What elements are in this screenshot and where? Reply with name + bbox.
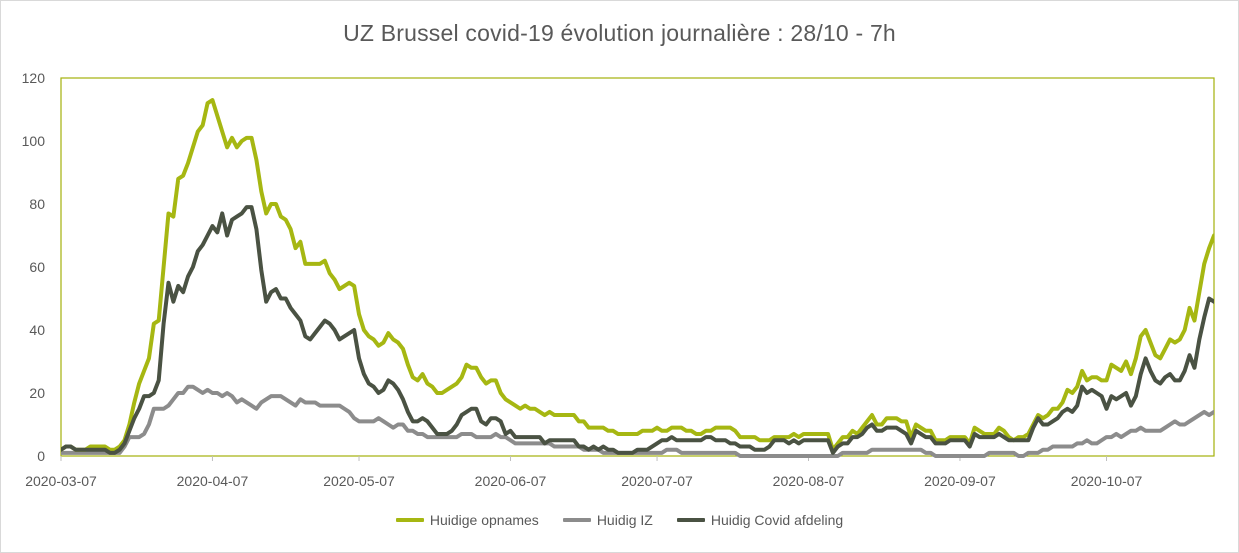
series-line-huidig-covid-afdeling: [61, 205, 1214, 455]
series-line-huidige-opnames: [61, 98, 1214, 452]
x-tick-label: 2020-09-07: [924, 473, 996, 489]
x-tick-label: 2020-04-07: [177, 473, 249, 489]
x-tick-label: 2020-06-07: [475, 473, 547, 489]
y-tick-label: 60: [29, 259, 45, 275]
x-tick-label: 2020-10-07: [1071, 473, 1143, 489]
y-tick-label: 80: [29, 196, 45, 212]
legend-swatch-huidig-covid-afdeling: [676, 518, 705, 522]
legend-swatch-huidig-iz: [562, 518, 591, 522]
x-tick-label: 2020-08-07: [773, 473, 845, 489]
y-tick-label: 100: [22, 133, 46, 149]
y-tick-label: 20: [29, 385, 45, 401]
x-tick-label: 2020-03-07: [25, 473, 97, 489]
y-tick-label: 40: [29, 322, 45, 338]
legend: Huidige opnames Huidig IZ Huidig Covid a…: [0, 512, 1239, 528]
y-tick-label: 120: [22, 70, 46, 86]
legend-swatch-huidige-opnames: [395, 518, 424, 522]
x-tick-label: 2020-05-07: [323, 473, 395, 489]
x-tick-label: 2020-07-07: [621, 473, 693, 489]
chart-title: UZ Brussel covid-19 évolution journalièr…: [343, 20, 896, 46]
legend-item-huidige-opnames: Huidige opnames: [395, 512, 539, 528]
legend-label-huidig-iz: Huidig IZ: [596, 512, 653, 528]
legend-label-huidige-opnames: Huidige opnames: [429, 512, 539, 528]
legend-label-huidig-covid-afdeling: Huidig Covid afdeling: [710, 512, 844, 528]
y-tick-label: 0: [37, 448, 45, 464]
legend-item-huidig-covid-afdeling: Huidig Covid afdeling: [676, 512, 844, 528]
legend-item-huidig-iz: Huidig IZ: [562, 512, 653, 528]
plot-area: [60, 77, 1215, 457]
series-line-huidig-iz: [61, 384, 1214, 458]
